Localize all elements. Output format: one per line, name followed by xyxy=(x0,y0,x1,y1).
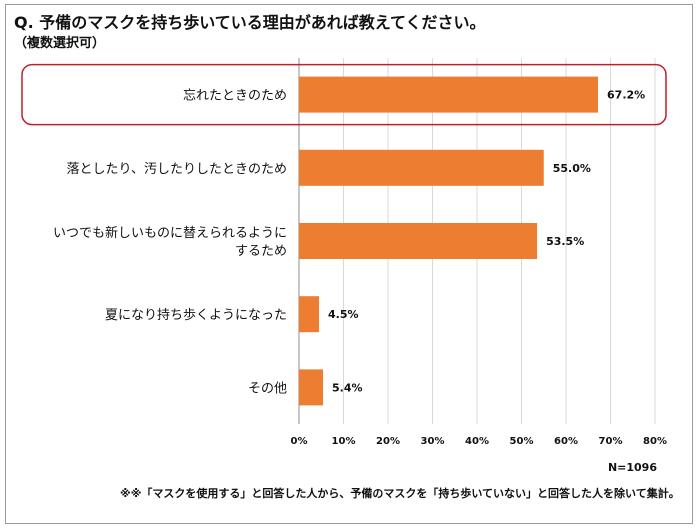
x-tick-label: 70% xyxy=(599,436,623,447)
x-tick-label: 80% xyxy=(643,436,667,447)
category-label: するため xyxy=(235,244,287,259)
data-label: 4.5% xyxy=(328,308,359,321)
x-tick-label: 40% xyxy=(465,436,489,447)
category-label: 落としたり、汚したりしたときのため xyxy=(67,162,287,177)
bar xyxy=(299,76,599,113)
bar xyxy=(299,296,320,333)
x-tick-label: 20% xyxy=(376,436,400,447)
x-tick-label: 0% xyxy=(291,436,308,447)
data-label: 5.4% xyxy=(332,381,363,394)
data-label: 55.0% xyxy=(553,162,591,175)
sample-size: N=1096 xyxy=(607,461,657,474)
bar xyxy=(299,369,324,406)
x-tick-label: 60% xyxy=(554,436,578,447)
chart-title: Q. 予備のマスクを持ち歩いている理由があれば教えてください。 xyxy=(14,13,486,32)
category-labels: 忘れたときのため落としたり、汚したりしたときのためいつでも新しいものに替えられる… xyxy=(53,89,287,397)
highlight-box xyxy=(21,63,667,126)
category-label: 忘れたときのため xyxy=(183,89,287,104)
x-tick-label: 10% xyxy=(332,436,356,447)
chart-subtitle: （複数選択可） xyxy=(14,36,106,51)
data-label: 67.2% xyxy=(607,89,645,102)
x-tick-labels: 0% 10% 20% 30% 40% 50% 60% 70% 80% xyxy=(291,436,667,447)
category-label: 夏になり持ち歩くようになった xyxy=(105,308,287,323)
bars: 67.2% 55.0% 53.5% 4.5% 5.4% xyxy=(299,76,645,406)
bar xyxy=(299,223,538,259)
x-tick-label: 30% xyxy=(421,436,445,447)
data-label: 53.5% xyxy=(546,235,584,248)
highlight-frame xyxy=(21,63,667,126)
footnote: ※※「マスクを使用する」と回答した人から、予備のマスクを「持ち歩いていない」と回… xyxy=(120,487,680,500)
bar xyxy=(299,149,544,186)
chart-frame xyxy=(5,4,693,524)
category-label: いつでも新しいものに替えられるように xyxy=(53,225,287,241)
category-label: その他 xyxy=(248,381,287,396)
x-tick-label: 50% xyxy=(510,436,534,447)
